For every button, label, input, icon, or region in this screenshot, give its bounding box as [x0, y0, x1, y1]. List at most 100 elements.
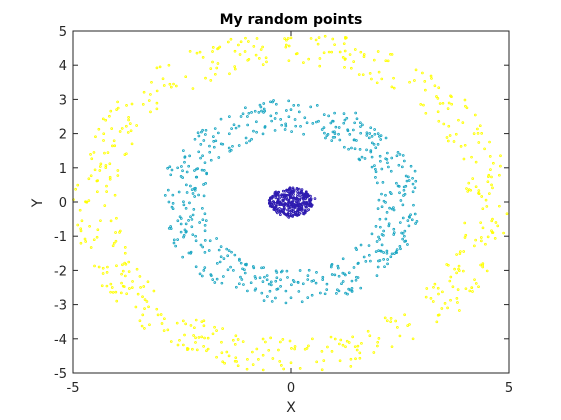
data-point [358, 351, 362, 355]
data-point [270, 119, 273, 123]
data-point [342, 42, 346, 46]
data-point [395, 248, 399, 251]
data-point [202, 183, 205, 186]
data-point [353, 48, 357, 51]
data-point [435, 320, 439, 324]
data-point [128, 287, 131, 290]
data-point [105, 271, 109, 274]
data-point [193, 169, 196, 172]
data-point [413, 186, 417, 190]
data-point [485, 269, 489, 273]
data-point [288, 339, 292, 343]
data-point [380, 167, 384, 171]
data-point [243, 263, 247, 266]
data-point [271, 194, 274, 198]
data-point [109, 109, 113, 113]
data-point [390, 53, 394, 56]
data-point [335, 292, 338, 295]
data-point [197, 336, 201, 339]
data-point [399, 199, 403, 202]
data-point [188, 49, 192, 53]
data-point [203, 239, 207, 242]
data-point [221, 327, 224, 330]
data-point [413, 212, 417, 216]
data-point [215, 262, 219, 265]
data-point [232, 123, 236, 127]
data-point [260, 291, 264, 295]
data-point [421, 71, 424, 75]
data-point [204, 76, 207, 80]
data-point [272, 208, 276, 211]
data-point [379, 159, 382, 163]
data-point [281, 198, 285, 202]
data-point [244, 36, 247, 40]
data-point [166, 188, 170, 192]
data-point [479, 236, 483, 239]
data-point [106, 265, 109, 269]
data-point [289, 209, 293, 212]
data-point [155, 101, 159, 105]
data-point [181, 319, 185, 323]
data-point [143, 307, 146, 311]
data-point [406, 324, 410, 327]
data-point [121, 269, 125, 273]
data-point [329, 265, 333, 269]
data-point [376, 207, 380, 211]
data-point [366, 329, 370, 333]
data-point [189, 324, 193, 327]
data-point [314, 38, 318, 42]
data-point [298, 194, 302, 197]
data-point [378, 135, 381, 138]
data-point [477, 189, 481, 192]
data-point [120, 127, 124, 130]
data-point [203, 212, 207, 216]
data-point [492, 161, 495, 165]
data-point [115, 108, 118, 112]
data-point [290, 214, 293, 218]
data-point [268, 289, 272, 293]
data-point [357, 73, 361, 76]
data-point [292, 280, 296, 284]
y-tick-label: 2 [59, 128, 67, 143]
data-point [447, 101, 451, 105]
data-point [360, 155, 364, 159]
data-point [295, 52, 299, 55]
data-point [318, 64, 322, 68]
data-point [370, 165, 374, 169]
data-point [324, 136, 327, 140]
data-point [225, 350, 229, 354]
data-point [271, 357, 275, 360]
data-point [162, 84, 166, 87]
data-point [228, 115, 231, 118]
data-point [110, 286, 114, 289]
data-point [450, 95, 453, 99]
data-point [278, 360, 282, 363]
data-point [340, 282, 343, 286]
data-point [355, 348, 359, 352]
data-point [225, 247, 229, 251]
data-point [278, 207, 281, 210]
data-point [98, 169, 102, 172]
data-point [114, 239, 118, 243]
data-point [252, 129, 255, 133]
data-point [160, 322, 164, 325]
data-point [235, 360, 238, 363]
data-point [254, 277, 258, 280]
data-point [198, 272, 202, 276]
data-point [302, 61, 305, 65]
data-point [392, 233, 396, 236]
data-point [401, 232, 405, 235]
data-point [147, 99, 151, 102]
data-point [363, 157, 367, 160]
data-point [252, 266, 256, 270]
data-point [455, 297, 459, 300]
data-point [120, 281, 123, 285]
data-point [424, 111, 428, 115]
data-point [95, 235, 99, 239]
data-point [130, 102, 134, 106]
data-point [241, 112, 245, 116]
data-point [373, 164, 376, 167]
data-point [411, 337, 415, 341]
data-point [237, 43, 240, 47]
data-point [233, 65, 237, 68]
